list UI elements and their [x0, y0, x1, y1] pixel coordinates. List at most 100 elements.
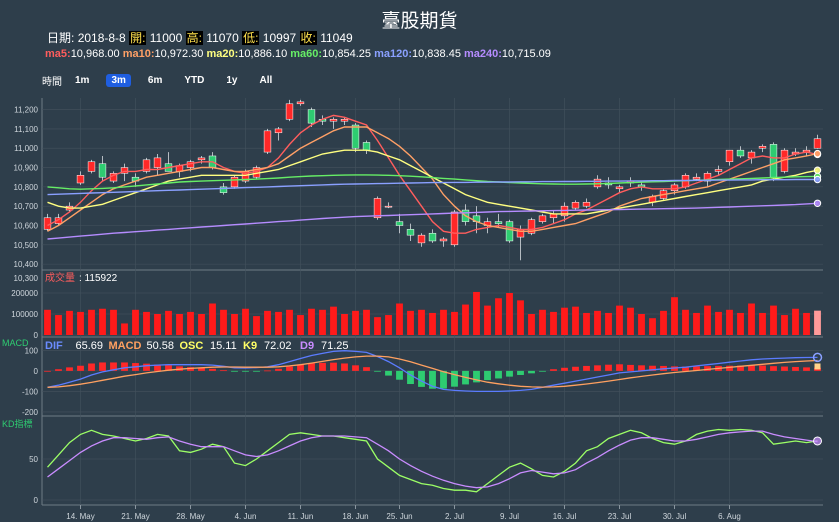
dif-line: [47, 350, 818, 393]
osc-bar: [352, 365, 359, 371]
candle-body: [615, 186, 624, 190]
osc-bar: [308, 363, 315, 371]
osc-bar: [121, 362, 128, 371]
volume-value: : 115922: [79, 273, 118, 284]
price-tick-label: 10,400: [14, 260, 39, 269]
macd-legend-value: 65.69: [76, 340, 104, 352]
ma240-end-marker: [813, 199, 822, 207]
candle-body: [494, 221, 503, 224]
osc-bar: [704, 366, 711, 371]
candle-body: [340, 119, 349, 122]
volume-bar: [231, 314, 238, 335]
volume-bar: [726, 309, 733, 335]
candle-body: [527, 219, 536, 234]
candle-body: [428, 232, 437, 242]
k-line: [47, 428, 818, 493]
date-value: 2018-8-8: [77, 31, 126, 45]
osc-bar: [44, 370, 51, 372]
volume-bar: [66, 310, 73, 335]
ohlc-readout: 日期: 2018-8-8 開: 11000 高: 11070 低: 10997 …: [47, 29, 353, 46]
range-3m-button[interactable]: 3m: [106, 74, 131, 87]
d-line: [47, 430, 818, 489]
osc-bar: [264, 370, 271, 372]
volume-bar: [715, 311, 722, 335]
macd-panel-label: MACD: [2, 338, 29, 348]
candle-body: [285, 103, 294, 120]
candle-body: [714, 169, 723, 172]
osc-bar: [242, 370, 249, 372]
osc-bar: [143, 363, 150, 371]
candle-body: [450, 211, 459, 246]
osc-bar: [88, 363, 95, 371]
osc-bar: [792, 366, 799, 371]
price-tick-label: 11,000: [14, 144, 38, 153]
volume-bar: [176, 314, 183, 335]
volume-bar: [748, 303, 755, 335]
volume-tick-label: 100000: [11, 310, 38, 319]
kd-tick-label: 50: [29, 455, 38, 464]
price-tick-label: 10,800: [14, 183, 39, 192]
volume-bar: [737, 312, 744, 335]
osc-bar: [165, 365, 172, 371]
range-all-button[interactable]: All: [259, 75, 273, 86]
ma240-legend: ma240:10,715.09: [464, 48, 551, 60]
ma20-legend: ma20:10,886.10: [206, 48, 288, 60]
volume-clipped-tick: 10,300: [14, 274, 39, 283]
x-tick-label: 2. Jul: [445, 512, 464, 521]
macd-legend-name: DIF: [45, 340, 63, 352]
volume-bar: [759, 312, 766, 335]
kd-legend-value: 72.02: [264, 340, 292, 352]
volume-bar: [407, 310, 414, 335]
x-tick-label: 6. Aug: [718, 512, 741, 521]
volume-bar: [55, 315, 62, 335]
volume-bar: [693, 312, 700, 335]
date-label: 日期:: [47, 31, 75, 45]
volume-bar: [506, 293, 513, 335]
osc-bar: [341, 363, 348, 371]
ma120-line: [47, 178, 818, 196]
volume-bar: [704, 305, 711, 335]
osc-bar: [253, 370, 260, 372]
candle-body: [571, 202, 580, 209]
volume-bar: [308, 308, 315, 335]
osc-bar: [407, 370, 414, 385]
osc-bar: [275, 368, 282, 371]
range-6m-button[interactable]: 6m: [147, 75, 163, 86]
candle-body: [296, 101, 305, 105]
osc-bar: [561, 367, 568, 371]
osc-bar: [517, 370, 524, 375]
candle-body: [439, 238, 448, 242]
volume-bar: [605, 312, 612, 335]
osc-bar: [374, 370, 381, 372]
volume-bar: [275, 311, 282, 335]
x-tick-label: 11. Jun: [288, 512, 314, 521]
ma120-end-marker: [813, 175, 822, 184]
osc-bar: [605, 364, 612, 371]
osc-bar: [528, 370, 535, 374]
range-1y-button[interactable]: 1y: [226, 75, 238, 86]
candle-body: [373, 198, 382, 219]
macd-legend-name: OSC: [180, 340, 204, 352]
candle-body: [54, 217, 63, 224]
volume-bar: [77, 311, 84, 335]
osc-bar: [55, 369, 62, 371]
candle-body: [197, 157, 206, 161]
volume-bar: [781, 315, 788, 335]
osc-bar: [418, 370, 425, 387]
volume-bar: [429, 312, 436, 335]
range-ytd-button[interactable]: YTD: [184, 75, 205, 86]
macd-tick-label: -100: [22, 387, 39, 396]
osc-bar: [440, 370, 447, 389]
volume-bar: [374, 317, 381, 335]
volume-bar: [363, 309, 370, 335]
volume-bar: [627, 307, 634, 335]
candle-body: [538, 215, 547, 222]
kd-legend-name: K9: [243, 340, 257, 352]
range-1m-button[interactable]: 1m: [75, 75, 90, 86]
volume-bar: [187, 311, 194, 335]
candle-body: [725, 149, 734, 162]
osc-bar: [781, 366, 788, 371]
osc-bar: [231, 370, 238, 372]
osc-bar: [385, 370, 392, 376]
